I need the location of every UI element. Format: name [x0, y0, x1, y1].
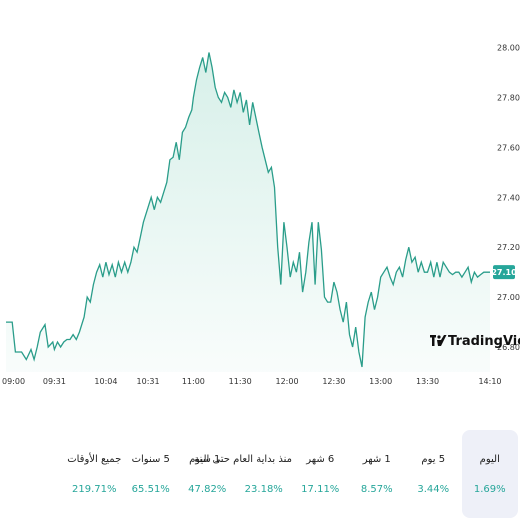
period-value: 1.69% — [473, 484, 506, 495]
tradingview-logo-icon — [430, 335, 447, 346]
period-5[interactable]: 1 سنة 47.82% — [179, 430, 236, 518]
period-4[interactable]: منذ بداية العام حتى اليوم 23.18% — [189, 430, 292, 518]
period-label: اليوم — [479, 454, 500, 465]
x-tick-label: 13:00 — [369, 377, 392, 386]
period-1[interactable]: 5 يوم 3.44% — [405, 430, 462, 518]
x-axis-ticks: 09:00 09:31 10:04 10:31 11:00 11:30 12:00 12:30… — [2, 377, 502, 386]
y-tick-label: 28.00 — [497, 43, 520, 52]
period-label: جميع الأوقات — [67, 454, 122, 465]
price-area-fill — [6, 52, 490, 372]
period-value: 47.82% — [188, 484, 227, 495]
y-axis-ticks: 28.00 27.80 27.60 27.40 27.20 27.00 26.80 — [497, 43, 520, 352]
period-7[interactable]: جميع الأوقات 219.71% — [66, 430, 123, 518]
x-tick-label: 09:31 — [43, 377, 66, 386]
period-3[interactable]: 6 شهر 17.11% — [292, 430, 349, 518]
x-tick-label: 11:00 — [182, 377, 205, 386]
period-value: 8.57% — [360, 484, 393, 495]
y-tick-label: 27.80 — [497, 93, 520, 102]
period-label: 5 سنوات — [131, 454, 170, 465]
price-line — [6, 52, 490, 368]
x-tick-label: 12:00 — [276, 377, 299, 386]
x-tick-label: 10:04 — [94, 377, 117, 386]
tradingview-wordmark: TradingView — [448, 334, 520, 349]
y-tick-label: 27.40 — [497, 193, 520, 202]
period-label: 5 يوم — [421, 454, 446, 465]
y-tick-label: 27.00 — [497, 293, 520, 302]
x-tick-label: 12:30 — [322, 377, 345, 386]
period-label: منذ بداية العام حتى اليوم — [189, 454, 292, 465]
period-value: 219.71% — [72, 484, 117, 495]
period-label: 1 شهر — [362, 454, 391, 465]
x-tick-label: 10:31 — [137, 377, 160, 386]
last-price-label: 27.10 — [491, 265, 517, 280]
period-label: 6 شهر — [306, 454, 335, 465]
period-value: 23.18% — [244, 484, 283, 495]
last-price-text: 27.10 — [491, 268, 517, 277]
price-chart[interactable]: 28.00 27.80 27.60 27.40 27.20 27.00 26.80 09:0… — [0, 0, 520, 400]
period-6[interactable]: 5 سنوات 65.51% — [123, 430, 180, 518]
x-tick-label: 14:10 — [478, 377, 501, 386]
tradingview-watermark: TradingView — [430, 334, 520, 349]
x-tick-label: 09:00 — [2, 377, 25, 386]
x-tick-label: 13:30 — [416, 377, 439, 386]
y-tick-label: 27.60 — [497, 143, 520, 152]
period-label: 1 سنة — [194, 454, 221, 465]
period-0[interactable]: اليوم 1.69% — [461, 430, 518, 518]
y-tick-label: 26.80 — [497, 343, 520, 352]
period-value: 17.11% — [301, 484, 340, 495]
y-tick-label: 27.20 — [497, 243, 520, 252]
period-2[interactable]: 1 شهر 8.57% — [349, 430, 406, 518]
period-value: 3.44% — [417, 484, 450, 495]
x-tick-label: 11:30 — [229, 377, 252, 386]
period-value: 65.51% — [131, 484, 170, 495]
performance-periods: اليوم 1.69% 5 يوم 3.44% 1 شهر 8.57% 6 شهر 17.11… — [0, 430, 520, 520]
